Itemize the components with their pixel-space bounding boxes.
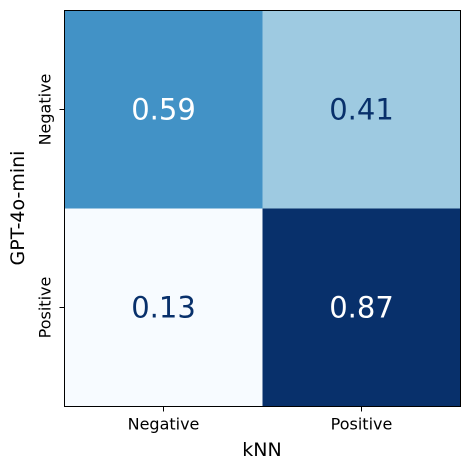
- y-tick-label: Negative: [36, 74, 55, 146]
- heatmap-cell: [64, 208, 263, 407]
- x-tick-label: Positive: [331, 415, 393, 434]
- x-axis-label: kNN: [242, 439, 281, 461]
- x-axis-ticks: Negative Positive: [128, 406, 393, 434]
- heatmap-cell: [262, 10, 461, 209]
- cell-value-label: 0.13: [131, 291, 196, 325]
- heatmap-cell: [64, 10, 263, 209]
- cell-value-label: 0.87: [329, 291, 394, 325]
- cell-value-labels: 0.59 0.41 0.13 0.87: [131, 93, 394, 325]
- cells-layer: [64, 10, 461, 407]
- cell-value-label: 0.59: [131, 93, 196, 127]
- heatmap-cell: [262, 208, 461, 407]
- x-tick-label: Negative: [128, 415, 200, 434]
- y-axis-ticks: Negative Positive: [36, 74, 65, 339]
- y-axis-label: GPT-4o-mini: [7, 151, 29, 266]
- y-tick-label: Positive: [36, 277, 55, 339]
- plot-frame: [64, 10, 461, 407]
- cell-value-label: 0.41: [329, 93, 394, 127]
